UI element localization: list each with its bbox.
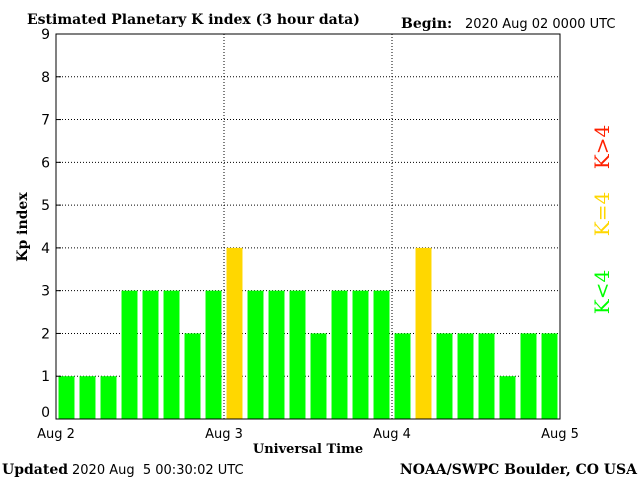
x-axis-ticks: Aug 2 Aug 3 Aug 4 Aug 5: [37, 427, 579, 442]
kp-bar: [541, 333, 558, 419]
kp-bar: [394, 333, 411, 419]
kp-bar: [247, 290, 264, 419]
kp-bar: [163, 290, 180, 419]
y-tick-label: 0: [41, 405, 50, 421]
updated-value: 2020 Aug 5 00:30:02 UTC: [72, 463, 244, 478]
kp-bar: [436, 333, 453, 419]
x-tick-label: Aug 3: [205, 427, 243, 442]
x-axis-label: Universal Time: [253, 442, 363, 457]
kp-bar: [100, 376, 117, 419]
kp-bar: [226, 247, 243, 419]
kp-bar: [184, 333, 201, 419]
y-tick-label: 1: [41, 369, 50, 385]
kp-bar: [268, 290, 285, 419]
grid-lines: [56, 34, 560, 419]
y-axis-label: Kp index: [15, 192, 31, 262]
begin-label: Begin:: [401, 16, 452, 32]
kp-bar: [121, 290, 138, 419]
kp-bar: [205, 290, 222, 419]
y-tick-label: 4: [41, 241, 50, 257]
x-tick-label: Aug 5: [541, 427, 579, 442]
legend-high: K>4: [590, 125, 614, 169]
y-tick-label: 2: [41, 326, 50, 342]
x-tick-label: Aug 4: [373, 427, 411, 442]
y-tick-label: 8: [41, 70, 50, 86]
y-axis-ticks: 0 1 2 3 4 5 6 7 8 9: [41, 27, 61, 421]
plot-frame: [55, 33, 561, 420]
kp-bar: [373, 290, 390, 419]
kp-bar: [310, 333, 327, 419]
kp-bar: [457, 333, 474, 419]
bar-series: [58, 247, 558, 419]
chart-title: Estimated Planetary K index (3 hour data…: [27, 12, 360, 28]
y-tick-label: 5: [41, 198, 50, 214]
legend-low: K<4: [590, 270, 614, 314]
kp-bar: [289, 290, 306, 419]
x-tick-label: Aug 2: [37, 427, 75, 442]
begin-value: 2020 Aug 02 0000 UTC: [465, 17, 615, 32]
kp-bar: [331, 290, 348, 419]
y-tick-label: 3: [41, 284, 50, 300]
source-credit: NOAA/SWPC Boulder, CO USA: [400, 462, 638, 478]
kp-bar: [499, 376, 516, 419]
updated-label: Updated: [2, 462, 68, 478]
kp-bar: [58, 376, 75, 419]
kp-bar: [79, 376, 96, 419]
legend-mid: K=4: [590, 192, 614, 236]
kp-bar: [415, 247, 432, 419]
y-tick-label: 9: [41, 27, 50, 43]
y-tick-label: 7: [41, 113, 50, 129]
kp-bar: [142, 290, 159, 419]
kp-bar: [478, 333, 495, 419]
kp-bar: [520, 333, 537, 419]
kp-bar: [352, 290, 369, 419]
y-tick-label: 6: [41, 155, 50, 171]
